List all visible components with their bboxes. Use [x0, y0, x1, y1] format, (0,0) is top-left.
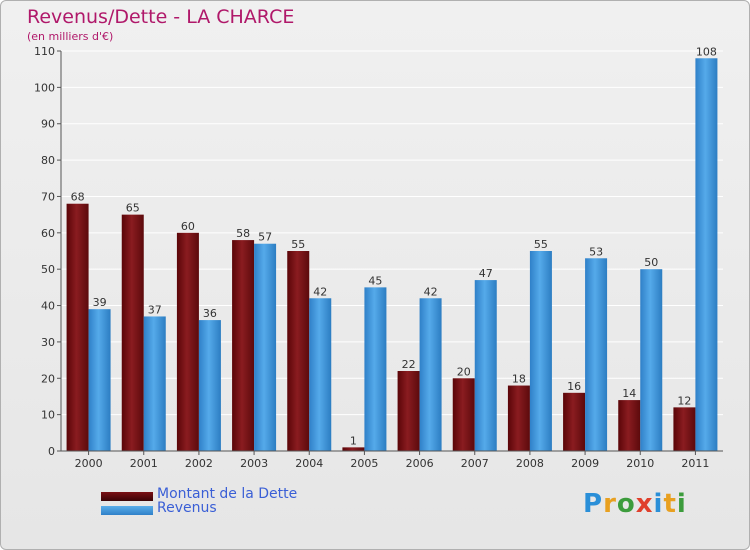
data-label-revenus: 55 [534, 238, 548, 251]
y-tick-label: 100 [34, 81, 55, 94]
legend-label-revenus: Revenus [157, 500, 217, 516]
x-tick-label: 2000 [75, 457, 103, 470]
x-tick-label: 2007 [461, 457, 489, 470]
y-tick-label: 110 [34, 45, 55, 58]
bar-dette [342, 447, 365, 451]
bar-dette [287, 251, 310, 451]
y-tick-label: 30 [41, 336, 55, 349]
bar-dette [176, 232, 199, 451]
bar-dette [563, 392, 586, 451]
chart-subtitle: (en milliers d'€) [27, 30, 114, 43]
data-label-revenus: 45 [368, 274, 382, 287]
x-tick-label: 2009 [571, 457, 599, 470]
bar-revenus [309, 298, 332, 451]
data-label-revenus: 36 [203, 307, 217, 320]
logo-letter: r [603, 489, 617, 519]
y-tick-label: 0 [48, 445, 55, 458]
y-tick-label: 40 [41, 300, 55, 313]
bar-dette [618, 400, 641, 451]
bar-revenus [364, 287, 387, 451]
data-label-dette: 65 [126, 202, 140, 215]
legend-label-dette: Montant de la Dette [157, 486, 298, 502]
proxiti-logo: Proxiti [583, 489, 687, 519]
bar-revenus [88, 309, 111, 451]
logo-letter: P [583, 489, 604, 519]
data-label-dette: 55 [291, 238, 305, 251]
y-tick-label: 80 [41, 154, 55, 167]
bar-dette [507, 385, 530, 451]
y-tick-label: 90 [41, 118, 55, 131]
data-label-dette: 68 [71, 191, 85, 204]
data-label-revenus: 108 [696, 45, 717, 58]
bar-dette [452, 378, 475, 451]
x-tick-label: 2002 [185, 457, 213, 470]
bar-revenus [695, 58, 718, 451]
bar-revenus [419, 298, 442, 451]
data-label-revenus: 39 [93, 296, 107, 309]
y-tick-label: 10 [41, 409, 55, 422]
logo-letter: t [663, 489, 677, 519]
x-tick-label: 2005 [350, 457, 378, 470]
data-label-dette: 1 [350, 434, 357, 447]
x-tick-label: 2001 [130, 457, 158, 470]
bar-dette [121, 214, 144, 451]
y-tick-label: 50 [41, 263, 55, 276]
logo-letter: x [635, 489, 654, 519]
bar-revenus [143, 316, 166, 451]
bar-dette [66, 203, 89, 451]
data-label-dette: 16 [567, 380, 581, 393]
data-label-dette: 22 [402, 358, 416, 371]
bar-revenus [198, 320, 221, 451]
logo-letter: i [676, 489, 687, 519]
data-label-dette: 18 [512, 373, 526, 386]
data-label-revenus: 42 [313, 285, 327, 298]
x-tick-label: 2008 [516, 457, 544, 470]
x-tick-label: 2006 [406, 457, 434, 470]
x-tick-label: 2003 [240, 457, 268, 470]
chart-title: Revenus/Dette - LA CHARCE [27, 6, 295, 28]
bar-revenus [529, 251, 552, 451]
y-tick-label: 20 [41, 372, 55, 385]
y-tick-label: 60 [41, 227, 55, 240]
bar-dette [232, 240, 255, 451]
data-label-dette: 60 [181, 220, 195, 233]
x-tick-label: 2004 [295, 457, 323, 470]
y-tick-label: 70 [41, 190, 55, 203]
data-label-dette: 20 [457, 365, 471, 378]
bar-revenus [585, 258, 608, 451]
data-label-revenus: 53 [589, 245, 603, 258]
bar-dette [673, 407, 696, 451]
logo-letter: i [653, 489, 664, 519]
data-label-revenus: 42 [424, 285, 438, 298]
data-label-revenus: 37 [148, 303, 162, 316]
logo-letter: o [616, 489, 636, 519]
x-tick-label: 2011 [681, 457, 709, 470]
data-label-revenus: 57 [258, 231, 272, 244]
bar-revenus [474, 280, 497, 451]
data-label-dette: 58 [236, 227, 250, 240]
legend-swatch-revenus [101, 506, 153, 515]
data-label-dette: 12 [677, 394, 691, 407]
data-label-dette: 14 [622, 387, 636, 400]
bar-dette [397, 371, 420, 451]
bar-revenus [640, 269, 663, 451]
legend-swatch-dette [101, 492, 153, 501]
x-tick-label: 2010 [626, 457, 654, 470]
bar-revenus [254, 243, 277, 451]
data-label-revenus: 50 [644, 256, 658, 269]
data-label-revenus: 47 [479, 267, 493, 280]
